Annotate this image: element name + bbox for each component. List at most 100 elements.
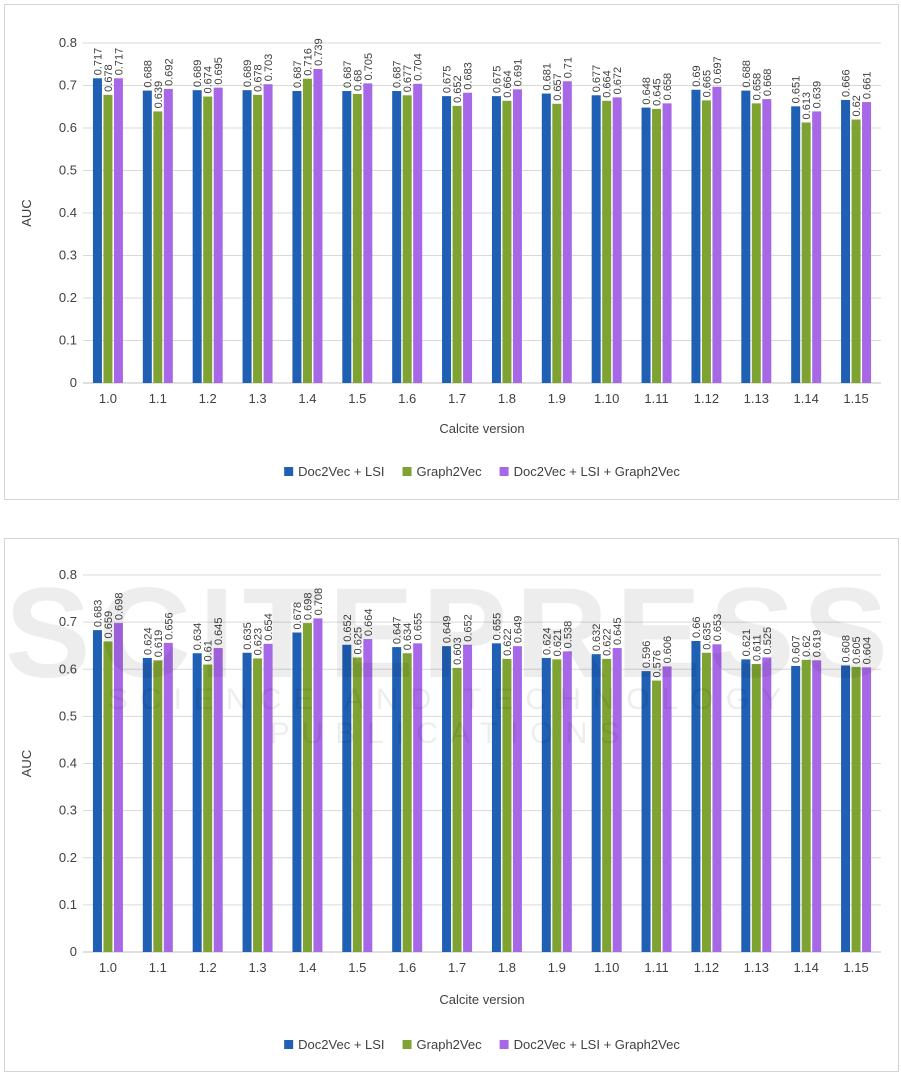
bar <box>741 90 751 383</box>
data-label: 0.606 <box>662 636 674 664</box>
data-label: 0.689 <box>192 60 204 88</box>
data-label: 0.611 <box>751 634 763 661</box>
data-label: 0.692 <box>163 58 175 86</box>
bar <box>701 652 711 952</box>
bar <box>442 96 452 383</box>
y-tick-label: 0.6 <box>59 120 77 135</box>
y-tick-label: 0 <box>70 375 77 390</box>
data-label: 0.66 <box>691 617 703 638</box>
legend-swatch <box>499 467 509 476</box>
bar <box>163 642 173 952</box>
bar <box>253 94 263 383</box>
bar <box>812 660 822 952</box>
bar <box>691 89 701 383</box>
legend-label: Doc2Vec + LSI <box>298 464 384 479</box>
bar <box>591 95 601 384</box>
bar <box>352 94 362 383</box>
bar <box>192 653 202 952</box>
data-label: 0.645 <box>652 78 664 106</box>
bar <box>313 68 323 384</box>
data-label: 0.656 <box>163 612 175 640</box>
data-label: 0.576 <box>652 650 664 678</box>
bar <box>292 91 302 384</box>
x-tick-label: 1.13 <box>744 960 769 975</box>
bar <box>762 99 772 383</box>
data-label: 0.619 <box>812 630 824 658</box>
data-label: 0.677 <box>402 65 414 93</box>
y-tick-label: 0.4 <box>59 205 77 220</box>
data-label: 0.619 <box>153 630 165 658</box>
x-tick-label: 1.14 <box>794 960 819 975</box>
bar <box>541 93 551 383</box>
bar <box>292 632 302 952</box>
bar <box>213 87 223 383</box>
bar <box>463 92 473 383</box>
y-tick-label: 0.3 <box>59 803 77 818</box>
data-label: 0.68 <box>352 70 364 91</box>
legend-swatch <box>284 1040 294 1049</box>
bar <box>662 666 672 952</box>
bar <box>791 106 801 383</box>
x-tick-label: 1.8 <box>498 960 516 975</box>
bar <box>562 651 572 952</box>
bar <box>841 99 851 383</box>
x-tick-label: 1.0 <box>99 391 117 406</box>
x-axis-label: Calcite version <box>439 992 524 1007</box>
data-label: 0.698 <box>302 593 314 621</box>
bar <box>142 90 152 383</box>
bar <box>203 664 213 952</box>
bar <box>253 658 263 952</box>
bar <box>791 665 801 952</box>
data-label: 0.654 <box>263 613 275 641</box>
data-label: 0.622 <box>602 628 614 656</box>
data-label: 0.649 <box>512 616 524 644</box>
x-tick-label: 1.3 <box>249 391 267 406</box>
x-tick-label: 1.7 <box>448 391 466 406</box>
legend-label: Doc2Vec + LSI + Graph2Vec <box>514 464 681 479</box>
data-label: 0.622 <box>502 628 514 656</box>
data-label: 0.613 <box>801 92 813 120</box>
data-label: 0.657 <box>552 73 564 101</box>
bar <box>92 630 102 952</box>
bar <box>103 94 113 383</box>
bar <box>213 648 223 952</box>
bar <box>352 657 362 952</box>
legend: Doc2Vec + LSI Graph2Vec Doc2Vec + LSI + Gr… <box>284 464 680 479</box>
bar <box>701 100 711 383</box>
bar <box>242 90 252 384</box>
x-tick-label: 1.4 <box>298 960 316 975</box>
data-label: 0.668 <box>762 69 774 97</box>
legend-swatch <box>402 467 412 476</box>
bar <box>762 657 772 952</box>
legend-label: Graph2Vec <box>417 464 483 479</box>
bar-chart-1: 00.10.20.30.40.50.60.70.8AUC0.7170.6780.… <box>19 35 881 479</box>
bar <box>641 107 651 383</box>
data-label: 0.664 <box>602 70 614 98</box>
bar <box>591 654 601 952</box>
data-label: 0.678 <box>103 64 115 92</box>
data-label: 0.708 <box>313 588 325 616</box>
y-tick-label: 0.3 <box>59 248 77 263</box>
legend: Doc2Vec + LSI Graph2Vec Doc2Vec + LSI + Gr… <box>284 1037 680 1052</box>
bar <box>502 658 512 952</box>
y-tick-label: 0.7 <box>59 78 77 93</box>
data-label: 0.688 <box>142 60 154 88</box>
data-label: 0.605 <box>851 636 863 664</box>
bar <box>463 644 473 952</box>
data-label: 0.716 <box>302 48 314 76</box>
x-tick-label: 1.9 <box>548 960 566 975</box>
bar <box>302 623 312 952</box>
x-tick-label: 1.8 <box>498 391 516 406</box>
data-label: 0.666 <box>841 69 853 97</box>
bar <box>851 119 861 383</box>
bar <box>602 658 612 952</box>
bar <box>801 659 811 952</box>
legend-label: Doc2Vec + LSI + Graph2Vec <box>514 1037 681 1052</box>
x-axis-label: Calcite version <box>439 421 524 436</box>
data-label: 0.683 <box>463 62 475 90</box>
data-label: 0.655 <box>491 613 503 641</box>
data-label: 0.687 <box>342 60 354 88</box>
bar <box>612 97 622 384</box>
bar <box>313 618 323 952</box>
bar <box>263 84 273 383</box>
